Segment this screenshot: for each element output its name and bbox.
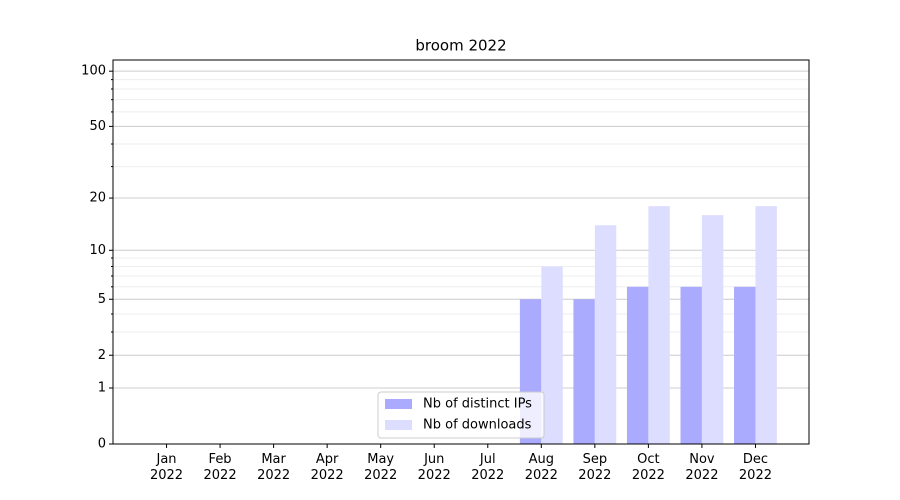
x-tick-label: Dec 2022 [738, 452, 772, 483]
bar [626, 286, 649, 444]
plot-frame [112, 59, 810, 445]
y-tick-label: 5 [98, 292, 106, 307]
legend-swatch [385, 399, 412, 409]
x-tick-label: Jul 2022 [471, 452, 505, 483]
x-tick-label: Oct 2022 [631, 452, 665, 483]
x-tick-label: Mar 2022 [257, 452, 291, 483]
y-tick-label: 0 [98, 437, 106, 452]
x-tick-label: Jun 2022 [417, 452, 451, 483]
x-tick-label: Sep 2022 [578, 452, 612, 483]
legend-label: Nb of distinct IPs [423, 397, 532, 412]
y-tick-label: 1 [98, 381, 106, 396]
y-tick-label: 10 [89, 243, 106, 258]
y-tick-label: 100 [81, 64, 106, 79]
legend-swatch [385, 420, 412, 430]
bar [594, 225, 617, 444]
bar [648, 206, 670, 444]
x-tick-label: Jan 2022 [149, 452, 184, 483]
x-tick-label: May 2022 [364, 452, 398, 483]
bar [701, 215, 724, 444]
bar [734, 286, 756, 444]
legend-box [377, 391, 545, 439]
x-tick-label: Aug 2022 [524, 452, 558, 483]
x-tick-label: Apr 2022 [310, 452, 344, 483]
legend-label: Nb of downloads [423, 418, 532, 433]
bar [573, 299, 595, 444]
bar [541, 266, 563, 444]
y-tick-label: 20 [89, 191, 106, 206]
y-tick-label: 2 [98, 348, 106, 363]
chart-title: broom 2022 [415, 37, 506, 55]
bar [755, 206, 777, 444]
bar [680, 286, 702, 444]
y-tick-label: 50 [89, 119, 106, 134]
x-tick-label: Nov 2022 [685, 452, 719, 483]
x-tick-label: Feb 2022 [203, 452, 237, 483]
